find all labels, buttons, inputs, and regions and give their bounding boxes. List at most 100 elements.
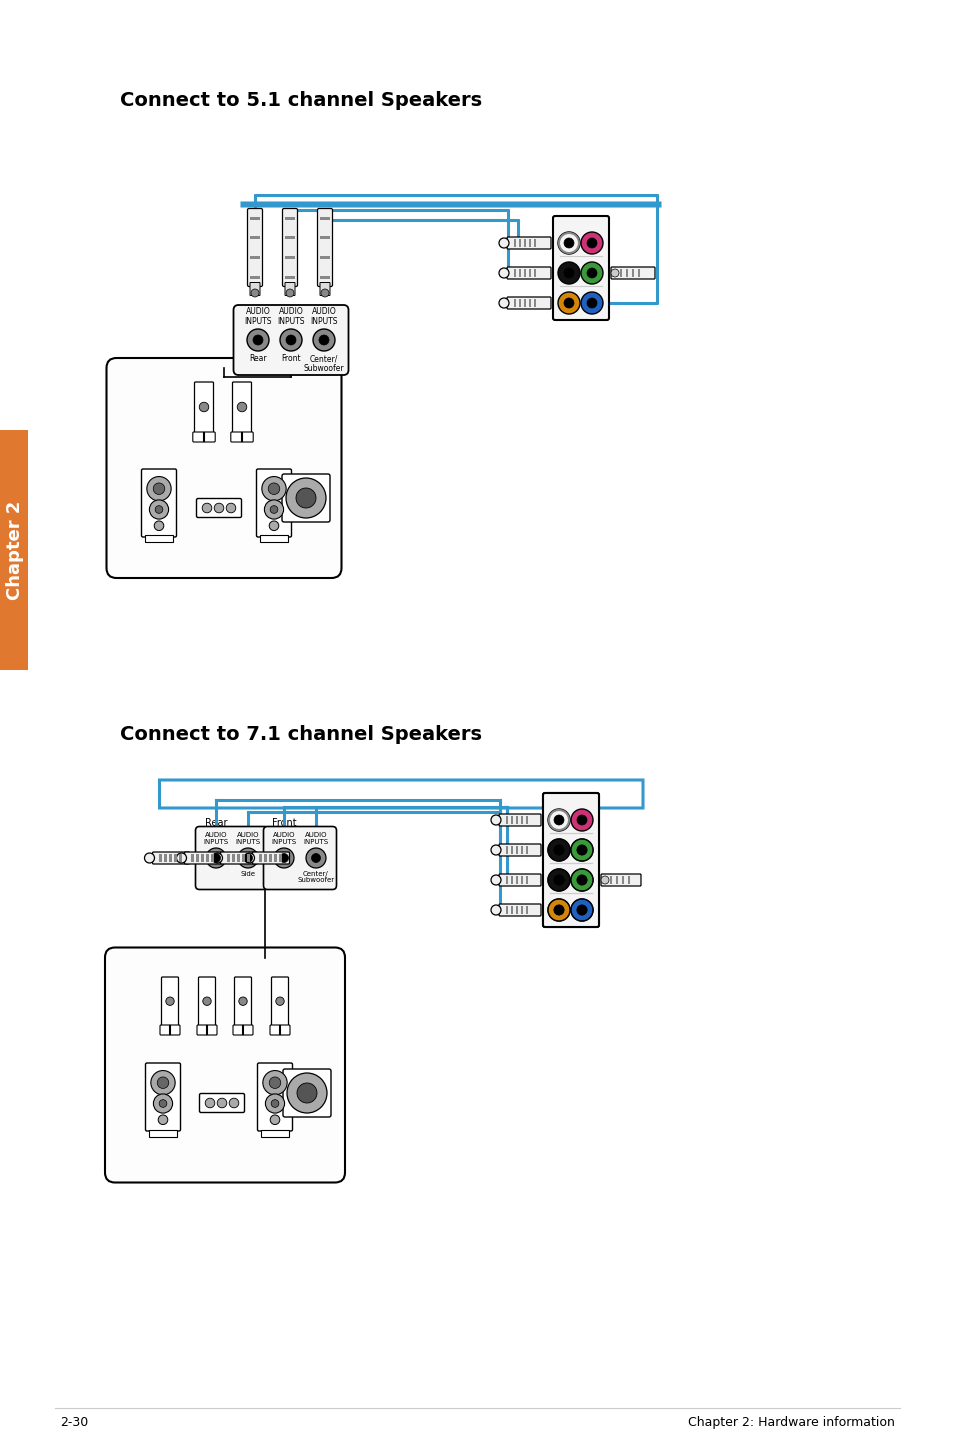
Circle shape	[265, 1094, 284, 1113]
Circle shape	[205, 1099, 214, 1107]
Circle shape	[491, 905, 500, 915]
FancyBboxPatch shape	[498, 814, 540, 825]
Circle shape	[571, 838, 593, 861]
Circle shape	[577, 815, 586, 825]
Circle shape	[226, 503, 235, 513]
Circle shape	[261, 476, 286, 500]
Circle shape	[580, 292, 602, 313]
FancyBboxPatch shape	[610, 267, 655, 279]
Bar	[621, 876, 624, 884]
Text: Side: Side	[240, 871, 255, 877]
Bar	[259, 854, 262, 861]
FancyBboxPatch shape	[282, 475, 330, 522]
Text: Center/
Subwoofer: Center/ Subwoofer	[297, 871, 335, 883]
Circle shape	[558, 262, 579, 283]
Circle shape	[571, 899, 593, 920]
Bar	[523, 239, 526, 247]
Circle shape	[287, 1073, 327, 1113]
Circle shape	[547, 810, 569, 831]
Circle shape	[580, 232, 602, 255]
FancyBboxPatch shape	[498, 905, 540, 916]
Circle shape	[318, 335, 329, 345]
FancyBboxPatch shape	[498, 874, 540, 886]
Circle shape	[571, 838, 593, 861]
Bar	[520, 906, 523, 915]
Bar	[511, 846, 513, 854]
Text: Rear: Rear	[205, 818, 227, 828]
Circle shape	[279, 854, 288, 863]
FancyBboxPatch shape	[257, 1063, 293, 1132]
Bar	[514, 269, 516, 278]
Bar	[516, 815, 518, 824]
Circle shape	[270, 1114, 279, 1125]
Circle shape	[571, 869, 593, 892]
FancyBboxPatch shape	[506, 237, 551, 249]
Circle shape	[253, 335, 263, 345]
FancyBboxPatch shape	[231, 431, 253, 441]
Bar	[505, 815, 508, 824]
Circle shape	[547, 838, 569, 861]
Circle shape	[554, 874, 563, 884]
Circle shape	[547, 869, 569, 892]
FancyBboxPatch shape	[233, 305, 348, 375]
Circle shape	[563, 239, 574, 247]
Circle shape	[577, 905, 586, 915]
Circle shape	[153, 1094, 172, 1113]
FancyBboxPatch shape	[600, 874, 640, 886]
Bar	[516, 876, 518, 884]
Circle shape	[286, 335, 295, 345]
FancyBboxPatch shape	[270, 1025, 290, 1035]
Circle shape	[247, 329, 269, 351]
Circle shape	[295, 487, 315, 508]
FancyBboxPatch shape	[272, 976, 288, 1030]
Circle shape	[577, 874, 586, 884]
Circle shape	[176, 853, 186, 863]
Circle shape	[147, 476, 171, 500]
Bar	[523, 269, 526, 278]
Circle shape	[214, 503, 224, 513]
Circle shape	[558, 292, 579, 313]
Bar	[511, 906, 513, 915]
Text: Center/
Subwoofer: Center/ Subwoofer	[303, 354, 344, 372]
Bar	[274, 854, 276, 861]
Circle shape	[237, 848, 257, 869]
Circle shape	[202, 503, 212, 513]
Circle shape	[554, 905, 563, 915]
Circle shape	[498, 298, 509, 308]
Circle shape	[274, 848, 294, 869]
Bar	[505, 846, 508, 854]
Circle shape	[586, 298, 597, 308]
FancyBboxPatch shape	[506, 298, 551, 309]
Circle shape	[563, 267, 574, 278]
Circle shape	[155, 506, 163, 513]
Bar	[250, 236, 260, 239]
Circle shape	[554, 846, 563, 856]
Bar	[518, 299, 521, 306]
FancyBboxPatch shape	[250, 282, 260, 295]
FancyBboxPatch shape	[199, 1093, 244, 1113]
Text: Front: Front	[281, 354, 300, 362]
Bar	[145, 535, 173, 542]
FancyBboxPatch shape	[105, 948, 345, 1182]
Text: AUDIO
INPUTS: AUDIO INPUTS	[272, 833, 296, 846]
Circle shape	[244, 853, 254, 863]
Circle shape	[306, 848, 326, 869]
Bar	[520, 815, 523, 824]
Bar	[529, 269, 531, 278]
FancyBboxPatch shape	[233, 383, 252, 436]
Circle shape	[554, 815, 563, 825]
Circle shape	[547, 899, 569, 920]
FancyBboxPatch shape	[319, 282, 330, 295]
FancyBboxPatch shape	[198, 976, 215, 1030]
Circle shape	[498, 239, 509, 247]
FancyBboxPatch shape	[542, 792, 598, 928]
Bar	[269, 854, 272, 861]
FancyBboxPatch shape	[233, 1025, 253, 1035]
Text: Connect to 7.1 channel Speakers: Connect to 7.1 channel Speakers	[120, 726, 481, 745]
Circle shape	[571, 869, 593, 892]
Text: AUDIO
INPUTS: AUDIO INPUTS	[235, 833, 260, 846]
FancyBboxPatch shape	[542, 792, 598, 928]
Circle shape	[600, 876, 608, 884]
Circle shape	[275, 997, 284, 1005]
Bar	[227, 854, 230, 861]
